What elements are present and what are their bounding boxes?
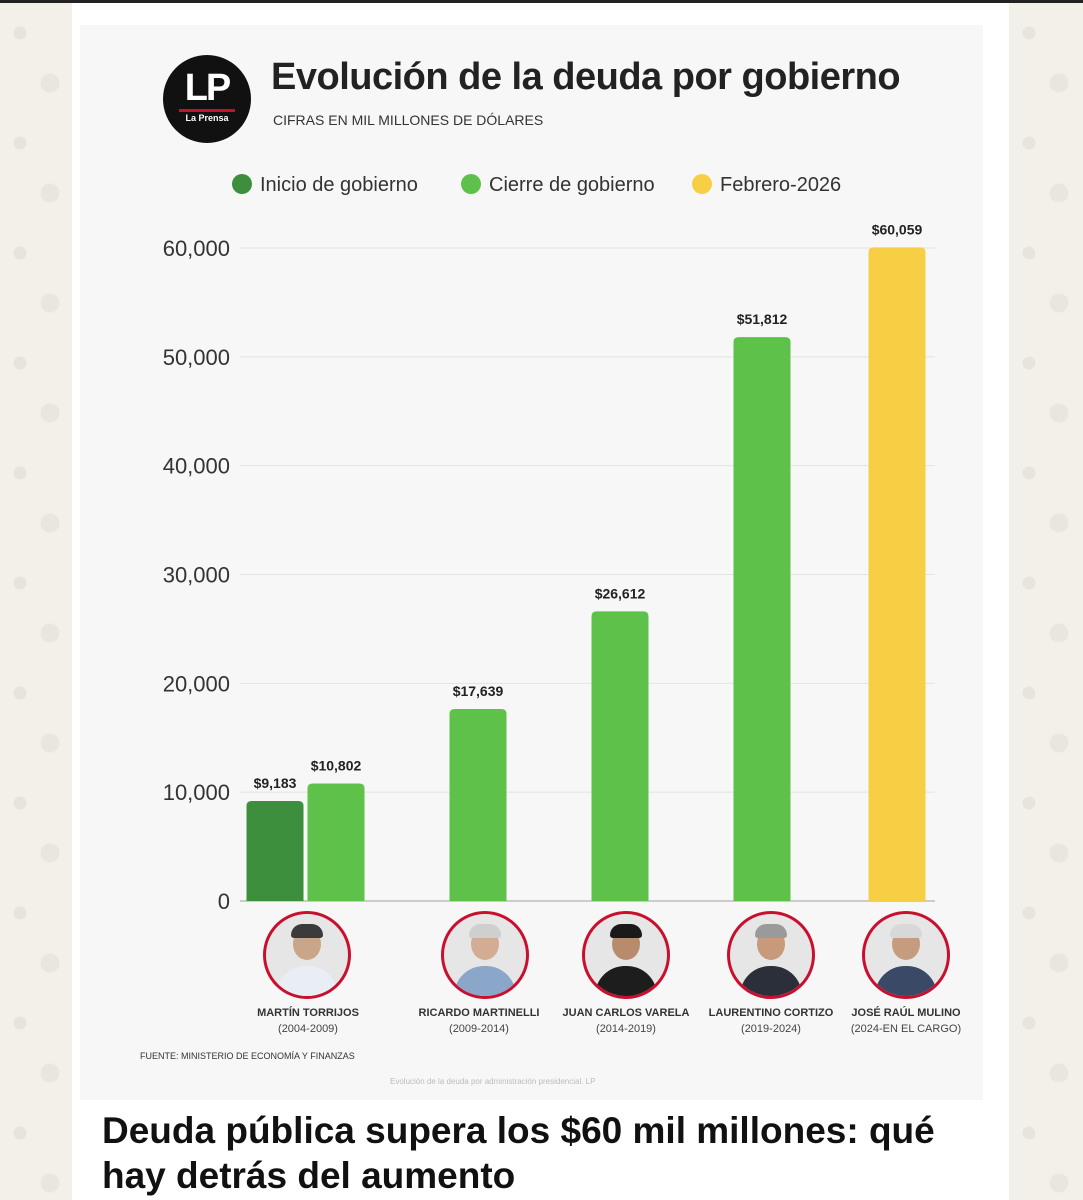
y-tick-label: 60,000 <box>163 236 230 261</box>
data-label: $10,802 <box>311 757 362 773</box>
legend-dot-febrero <box>692 174 712 194</box>
y-tick-label: 0 <box>218 889 230 914</box>
y-tick-label: 10,000 <box>163 780 230 805</box>
data-label: $17,639 <box>453 683 504 699</box>
legend-dot-cierre <box>461 174 481 194</box>
government-period-torrijos: (2004-2009) <box>278 1023 338 1035</box>
data-label: $60,059 <box>872 221 923 237</box>
bar <box>733 337 791 901</box>
legend-item-cierre: Cierre de gobierno <box>461 174 655 197</box>
bar <box>246 801 304 901</box>
legend-label-inicio: Inicio de gobierno <box>260 174 418 196</box>
y-tick-label: 50,000 <box>163 345 230 370</box>
government-period-martinelli: (2009-2014) <box>449 1023 509 1035</box>
image-caption: Evolución de la deuda por administración… <box>390 1077 596 1086</box>
legend-label-cierre: Cierre de gobierno <box>489 174 655 196</box>
bar <box>591 611 649 901</box>
logo-bar <box>179 109 235 112</box>
avatar-torrijos <box>263 911 351 999</box>
data-label: $51,812 <box>737 311 788 327</box>
y-tick-label: 40,000 <box>163 454 230 479</box>
bar <box>307 783 365 901</box>
top-border <box>0 0 1083 3</box>
logo-text: LP <box>184 67 232 109</box>
chart-image[interactable] <box>80 25 983 1100</box>
data-label: $26,612 <box>595 585 646 601</box>
data-label: $9,183 <box>254 775 297 791</box>
government-period-mulino: (2024-EN EL CARGO) <box>850 1023 962 1035</box>
bar <box>868 247 926 901</box>
article-headline[interactable]: Deuda pública supera los $60 mil millone… <box>102 1110 935 1196</box>
bar <box>449 709 507 901</box>
chart-subtitle: CIFRAS EN MIL MILLONES DE DÓLARES <box>273 112 544 128</box>
legend-label-febrero: Febrero-2026 <box>720 174 842 196</box>
legend-item-inicio: Inicio de gobierno <box>232 174 418 197</box>
government-name-martinelli: RICARDO MARTINELLI <box>418 1007 540 1019</box>
la-prensa-logo: LP La Prensa <box>163 55 251 143</box>
background-pattern-right <box>1009 3 1083 1200</box>
legend-item-febrero: Febrero-2026 <box>692 174 841 197</box>
chart-title: Evolución de la deuda por gobierno <box>271 56 901 98</box>
government-name-mulino: JOSÉ RAÚL MULINO <box>851 1007 961 1019</box>
source-note: FUENTE: MINISTERIO DE ECONOMÍA Y FINANZA… <box>140 1051 355 1061</box>
background-pattern-left <box>0 3 72 1200</box>
avatar-varela <box>582 911 670 999</box>
y-tick-label: 20,000 <box>163 671 230 696</box>
avatar-martinelli <box>441 911 529 999</box>
government-period-cortizo: (2019-2024) <box>741 1023 801 1035</box>
y-tick-label: 30,000 <box>163 563 230 588</box>
logo-subtext: La Prensa <box>185 113 229 123</box>
government-name-torrijos: MARTÍN TORRIJOS <box>257 1007 359 1019</box>
legend-dot-inicio <box>232 174 252 194</box>
avatar-cortizo <box>727 911 815 999</box>
government-name-cortizo: LAURENTINO CORTIZO <box>708 1007 834 1019</box>
government-name-varela: JUAN CARLOS VARELA <box>562 1007 690 1019</box>
avatar-mulino <box>862 911 950 999</box>
government-period-varela: (2014-2019) <box>596 1023 656 1035</box>
